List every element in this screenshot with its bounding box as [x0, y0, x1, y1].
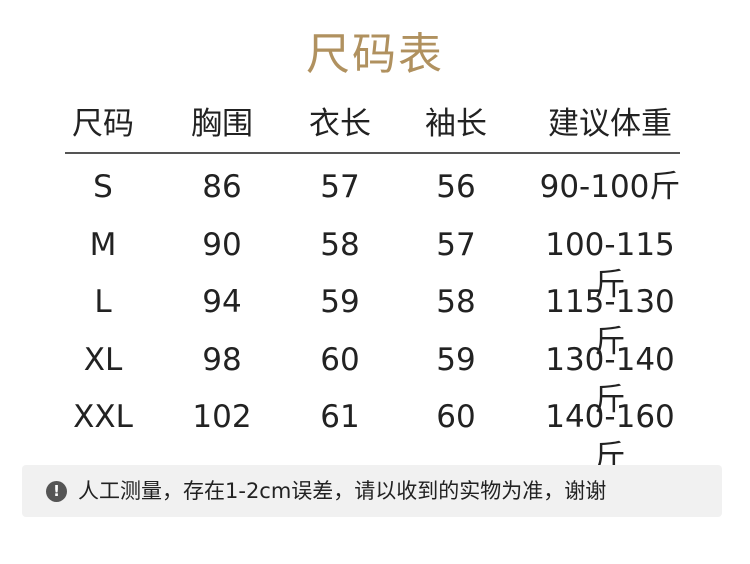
header-cell: 袖长 [425, 106, 487, 142]
table-cell: XL [83, 341, 123, 378]
info-icon: ! [46, 481, 67, 502]
header-cell: 建议体重 [548, 106, 672, 142]
table-cell: 130-140斤 [545, 341, 675, 418]
table-cell: 57 [320, 169, 360, 205]
table-cell: 60 [436, 399, 476, 435]
table-cell: 58 [436, 284, 476, 320]
table-cell: 98 [202, 341, 242, 378]
table-cell: 57 [436, 226, 476, 263]
table-cell: M [89, 226, 117, 263]
header-cell: 衣长 [309, 106, 371, 142]
table-cell: 94 [202, 284, 242, 320]
table-cell: S [93, 169, 113, 205]
table-cell: 115-130斤 [545, 284, 675, 360]
title: 尺码表 [306, 29, 444, 80]
table-cell: 59 [436, 341, 476, 378]
header-cell: 胸围 [191, 106, 253, 142]
header-rule [65, 152, 680, 154]
table-cell: 60 [320, 341, 360, 378]
note-text: 人工测量，存在1-2cm误差，请以收到的实物为准，谢谢 [78, 479, 607, 503]
note-box [22, 465, 722, 517]
table-cell: 100-115斤 [545, 226, 675, 303]
header-cell: 尺码 [72, 106, 134, 142]
table-cell: 102 [192, 399, 252, 435]
table-cell: 59 [320, 284, 360, 320]
table-cell: L [94, 284, 112, 320]
table-cell: 90-100斤 [539, 169, 681, 205]
table-cell: 56 [436, 169, 476, 205]
table-cell: 90 [202, 226, 242, 263]
table-cell: XXL [73, 399, 133, 435]
table-cell: 86 [202, 169, 242, 205]
table-cell: 58 [320, 226, 360, 263]
table-cell: 61 [320, 399, 360, 435]
